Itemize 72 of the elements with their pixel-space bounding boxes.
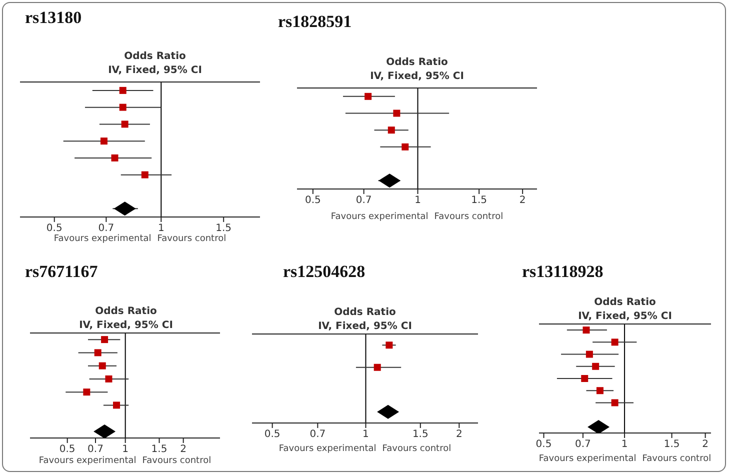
point bbox=[94, 349, 102, 356]
x-tick-label: 1 bbox=[362, 429, 369, 440]
point bbox=[119, 86, 126, 94]
text: Favours control bbox=[382, 444, 452, 454]
x-tick-label: 0.5 bbox=[536, 439, 552, 450]
x-tick-label: 0.7 bbox=[310, 429, 326, 440]
text: Favours control bbox=[642, 454, 712, 464]
chart-subtitle: Odds Ratio bbox=[123, 50, 187, 64]
x-tick-label: 0.7 bbox=[356, 195, 372, 206]
text: IV, Fixed, 95% CI bbox=[78, 319, 174, 333]
point bbox=[586, 350, 593, 358]
point bbox=[105, 375, 112, 382]
point bbox=[592, 362, 600, 370]
point bbox=[388, 126, 395, 134]
text: Favours experimental bbox=[278, 444, 376, 454]
x-tick-label: 2 bbox=[456, 429, 462, 440]
chart-title: rs7671167 bbox=[25, 262, 98, 282]
x-tick-label: 0.7 bbox=[88, 444, 104, 456]
chart-title: rs13118928 bbox=[522, 262, 604, 282]
text: IV, Fixed, 95% CI bbox=[577, 310, 673, 324]
x-tick-label: 0.5 bbox=[304, 195, 321, 206]
point bbox=[364, 92, 372, 100]
chart-title: rs12504628 bbox=[283, 262, 366, 282]
x-tick-label: 1 bbox=[122, 444, 129, 456]
point bbox=[113, 402, 120, 409]
x-tick-label: 1.5 bbox=[412, 429, 428, 440]
x-tick-label: 2 bbox=[180, 444, 187, 456]
text: Favours control bbox=[157, 234, 226, 244]
x-tick-label: 0.5 bbox=[264, 429, 280, 440]
x-tick-label: 1.5 bbox=[151, 444, 168, 456]
point bbox=[111, 154, 118, 162]
point bbox=[119, 104, 126, 111]
point bbox=[596, 387, 604, 394]
text: Favours experimental bbox=[538, 454, 636, 464]
x-tick-label: 1.5 bbox=[664, 439, 680, 450]
text: Favours control bbox=[142, 456, 212, 466]
x-tick-label: 0.5 bbox=[46, 223, 62, 234]
point bbox=[611, 338, 618, 346]
point bbox=[98, 362, 106, 370]
x-tick-label: 2 bbox=[702, 439, 708, 450]
text: IV, Fixed, 95% CI bbox=[369, 70, 465, 84]
x-tick-label: 1 bbox=[414, 195, 421, 206]
x-tick-label: 1.5 bbox=[471, 195, 488, 206]
chart-subtitle: Odds Ratio bbox=[94, 305, 158, 319]
point bbox=[121, 120, 128, 128]
chart-subtitle: Odds Ratio bbox=[593, 296, 657, 310]
x-tick-label: 2 bbox=[519, 195, 526, 206]
x-tick-label: 1 bbox=[158, 223, 164, 234]
chart-subtitle: Odds Ratio bbox=[385, 56, 449, 70]
point bbox=[141, 171, 148, 178]
chart-subtitle: Odds Ratio bbox=[333, 306, 397, 320]
x-tick-label: 1 bbox=[621, 439, 628, 450]
chart-title: rs1828591 bbox=[278, 12, 352, 32]
x-tick-label: 0.5 bbox=[59, 444, 76, 456]
point bbox=[83, 388, 90, 396]
text: IV, Fixed, 95% CI bbox=[107, 64, 203, 78]
x-tick-label: 0.7 bbox=[575, 439, 591, 450]
text: Favours experimental bbox=[54, 234, 152, 244]
point bbox=[100, 138, 108, 145]
point bbox=[582, 326, 590, 334]
point bbox=[611, 399, 618, 406]
text: Favours control bbox=[434, 212, 504, 222]
text: IV, Fixed, 95% CI bbox=[317, 320, 413, 334]
x-tick-label: 0.7 bbox=[98, 223, 114, 234]
text: Favours experimental bbox=[330, 212, 428, 222]
point bbox=[581, 375, 588, 382]
chart-title: rs13180 bbox=[25, 8, 82, 28]
point bbox=[101, 336, 108, 344]
point bbox=[393, 110, 400, 117]
text: Favours experimental bbox=[38, 456, 136, 466]
point bbox=[402, 143, 409, 150]
x-tick-label: 1.5 bbox=[216, 223, 232, 234]
